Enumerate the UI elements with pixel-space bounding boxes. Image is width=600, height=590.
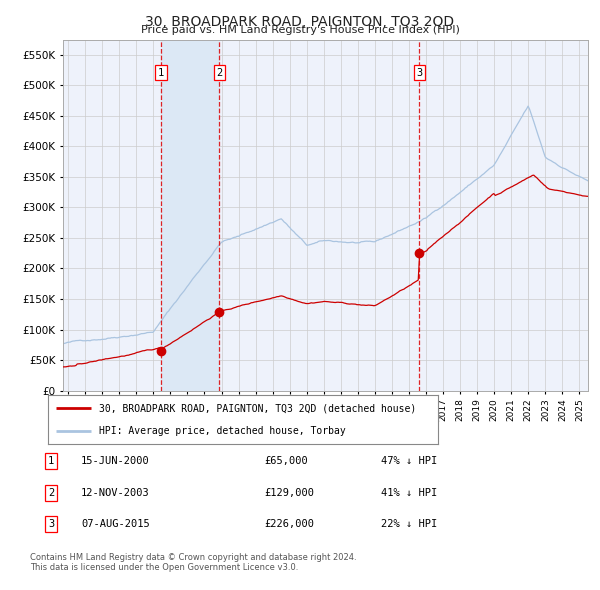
- Text: £129,000: £129,000: [264, 488, 314, 497]
- Text: 3: 3: [416, 68, 422, 78]
- Text: 07-AUG-2015: 07-AUG-2015: [81, 519, 150, 529]
- Text: 2: 2: [216, 68, 223, 78]
- Bar: [161, 40, 220, 391]
- Text: 2: 2: [48, 488, 54, 497]
- Text: 1: 1: [158, 68, 164, 78]
- Text: Price paid vs. HM Land Registry's House Price Index (HPI): Price paid vs. HM Land Registry's House …: [140, 25, 460, 35]
- Text: HPI: Average price, detached house, Torbay: HPI: Average price, detached house, Torb…: [98, 425, 346, 435]
- Text: 30, BROADPARK ROAD, PAIGNTON, TQ3 2QD (detached house): 30, BROADPARK ROAD, PAIGNTON, TQ3 2QD (d…: [98, 404, 416, 414]
- Text: £65,000: £65,000: [264, 457, 308, 466]
- Text: 30, BROADPARK ROAD, PAIGNTON, TQ3 2QD: 30, BROADPARK ROAD, PAIGNTON, TQ3 2QD: [145, 15, 455, 30]
- Text: 1: 1: [48, 457, 54, 466]
- Text: This data is licensed under the Open Government Licence v3.0.: This data is licensed under the Open Gov…: [30, 563, 298, 572]
- Text: 47% ↓ HPI: 47% ↓ HPI: [381, 457, 437, 466]
- Text: Contains HM Land Registry data © Crown copyright and database right 2024.: Contains HM Land Registry data © Crown c…: [30, 553, 356, 562]
- Text: £226,000: £226,000: [264, 519, 314, 529]
- Text: 22% ↓ HPI: 22% ↓ HPI: [381, 519, 437, 529]
- Text: 12-NOV-2003: 12-NOV-2003: [81, 488, 150, 497]
- Text: 15-JUN-2000: 15-JUN-2000: [81, 457, 150, 466]
- Text: 3: 3: [48, 519, 54, 529]
- Text: 41% ↓ HPI: 41% ↓ HPI: [381, 488, 437, 497]
